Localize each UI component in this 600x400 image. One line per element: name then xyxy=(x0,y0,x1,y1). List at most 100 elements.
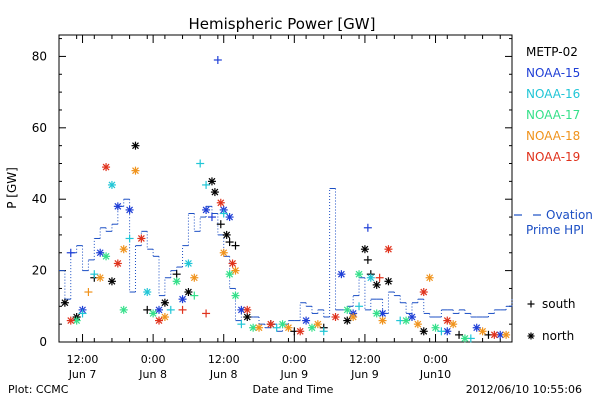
star-mark-d2 xyxy=(267,320,275,328)
point-metp-02-south xyxy=(231,241,240,250)
x-tick-label-date: Jun 8 xyxy=(138,368,167,381)
star-mark-d2 xyxy=(220,249,228,257)
point-metp-02-north xyxy=(60,298,69,307)
star-mark-d2 xyxy=(211,188,219,196)
star-mark-d2 xyxy=(102,163,110,171)
star-mark-d2 xyxy=(132,142,139,150)
y-tick-label: 60 xyxy=(32,121,47,135)
point-noaa-17-north xyxy=(278,320,287,329)
star-mark-d2 xyxy=(296,327,304,335)
point-noaa-18-north xyxy=(131,166,140,175)
star-d2 xyxy=(528,333,534,339)
point-noaa-17-north xyxy=(343,305,352,314)
point-noaa-17-south xyxy=(190,291,199,300)
star-mark-d2 xyxy=(502,331,510,339)
legend-marker-north-icon xyxy=(527,332,535,340)
star-mark-d2 xyxy=(185,288,192,296)
star-mark-d2 xyxy=(285,324,292,332)
point-noaa-15-north xyxy=(407,313,416,322)
point-noaa-18-north xyxy=(449,320,458,329)
x-tick-label-date: Jun 7 xyxy=(68,368,97,381)
point-metp-02-south xyxy=(363,255,372,264)
point-metp-02-south xyxy=(143,305,152,314)
star-mark-d2 xyxy=(332,313,339,321)
point-metp-02-north xyxy=(222,230,231,239)
point-metp-02-north xyxy=(107,277,116,286)
axis-ticks: 0 20 40 60 80 12:00 Jun 7 0:00 Jun 8 12:00 Jun 8 0:… xyxy=(32,35,512,381)
point-noaa-18-north xyxy=(119,245,128,254)
point-metp-02-north xyxy=(160,298,169,307)
star-mark-d2 xyxy=(243,313,251,321)
star-mark-d2 xyxy=(229,260,236,267)
star-mark-d2 xyxy=(414,320,422,328)
star-mark-d2 xyxy=(155,317,163,325)
point-noaa-19-north xyxy=(443,316,452,325)
point-metp-02-north xyxy=(360,245,369,254)
star-mark-d2 xyxy=(179,295,186,303)
point-noaa-17-north xyxy=(355,270,364,279)
point-noaa-15-north xyxy=(113,202,122,211)
star-mark-d2 xyxy=(190,274,198,282)
point-noaa-19-north xyxy=(216,198,225,207)
point-noaa-17-north xyxy=(119,305,128,314)
y-tick-label: 40 xyxy=(32,192,47,206)
y-axis-label: P [GW] xyxy=(5,167,19,209)
point-noaa-16-south xyxy=(90,270,99,279)
point-noaa-15-north xyxy=(443,327,452,336)
star-mark-d2 xyxy=(402,317,410,325)
point-noaa-15-north xyxy=(225,213,234,222)
point-noaa-19-south xyxy=(178,305,187,314)
star-mark-d2 xyxy=(120,245,128,253)
star-mark-d2 xyxy=(120,306,128,314)
chart-title: Hemispheric Power [GW] xyxy=(189,15,376,33)
star-mark-d2 xyxy=(149,310,157,317)
star-mark-d2 xyxy=(385,245,392,253)
point-noaa-19-north xyxy=(66,316,75,325)
star-mark-d2 xyxy=(490,331,498,339)
star-mark-d2 xyxy=(420,288,428,296)
point-noaa-17-north xyxy=(231,291,240,300)
star-mark-d2 xyxy=(202,206,210,214)
star-mark-d2 xyxy=(385,277,392,285)
point-noaa-16-north xyxy=(184,259,193,268)
point-noaa-16-south xyxy=(237,320,246,329)
point-noaa-18-north xyxy=(502,330,511,339)
star-mark-d2 xyxy=(102,252,110,260)
point-noaa-15-south xyxy=(66,248,75,257)
point-noaa-19-north xyxy=(102,163,111,172)
y-tick-label: 20 xyxy=(32,264,47,278)
star-mark-d2 xyxy=(367,274,375,282)
star-mark-d2 xyxy=(443,327,451,335)
point-noaa-16-south xyxy=(272,323,281,332)
point-noaa-19-south xyxy=(375,273,384,282)
point-noaa-18-north xyxy=(255,323,264,332)
point-noaa-17-north xyxy=(307,323,316,332)
point-noaa-16-south xyxy=(196,159,205,168)
point-noaa-17-north xyxy=(402,316,411,325)
point-noaa-16-south xyxy=(319,327,328,336)
star-mark-d2 xyxy=(473,324,481,332)
point-metp-02-south xyxy=(225,238,234,247)
point-noaa-16-south xyxy=(125,234,134,243)
point-noaa-18-south xyxy=(84,288,93,297)
point-metp-02-south xyxy=(216,220,225,229)
point-noaa-15-north xyxy=(125,205,134,214)
point-metp-02-north xyxy=(419,327,428,336)
legend-ovation-label: Ovation xyxy=(546,208,593,222)
star-mark-d2 xyxy=(67,317,75,325)
star-mark-d2 xyxy=(432,324,439,332)
point-noaa-19-north xyxy=(384,245,393,254)
star-mark-d2 xyxy=(255,324,263,332)
point-noaa-17-north xyxy=(172,277,181,286)
legend-marker-south-icon xyxy=(527,300,535,308)
point-noaa-19-south xyxy=(202,309,211,318)
star-mark-d2 xyxy=(308,324,316,332)
star-mark-d2 xyxy=(96,249,104,257)
point-metp-02-north xyxy=(210,188,219,197)
point-noaa-19-north xyxy=(331,313,340,322)
point-noaa-15-north xyxy=(96,248,105,257)
star-mark-d2 xyxy=(161,299,169,307)
x-tick-label-date: Jun 8 xyxy=(209,368,238,381)
legend-marker-label: south xyxy=(542,297,576,311)
